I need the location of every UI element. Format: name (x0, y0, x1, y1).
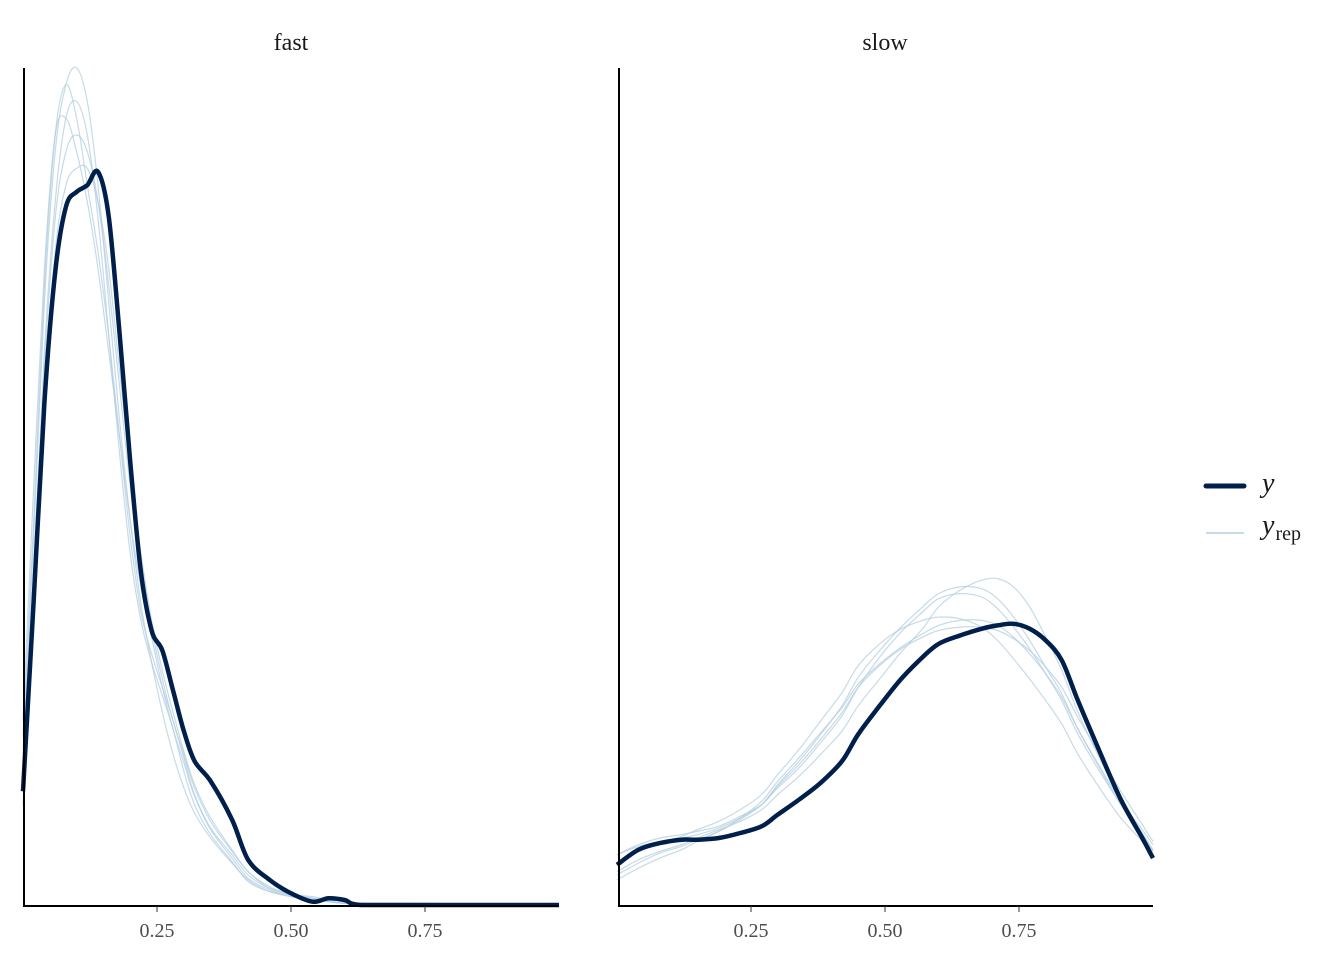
x-tick-label-fast-3: 0.75 (408, 920, 443, 942)
legend: y yrep (1203, 468, 1301, 545)
x-tick-label-slow-1: 0.25 (734, 920, 769, 942)
legend-label-yrep-subscript: rep (1275, 523, 1301, 545)
yrep-line-fast-4 (22, 99, 559, 906)
legend-label-yrep-main: y (1259, 510, 1275, 541)
y-line-fast (20, 168, 559, 908)
curves-slow (615, 577, 1155, 881)
x-tick-label-fast-2: 0.50 (274, 920, 309, 942)
yrep-line-fast-2 (22, 134, 559, 906)
yrep-line-slow-1 (616, 592, 1154, 856)
legend-label-y: y (1259, 468, 1275, 499)
x-tick-label-slow-3: 0.75 (1002, 920, 1037, 942)
yrep-line-slow-5 (616, 626, 1154, 856)
panel-title-slow: slow (862, 30, 908, 56)
x-tick-label-fast-1: 0.25 (140, 920, 175, 942)
yrep-line-slow-3 (616, 616, 1154, 864)
x-ticks-fast: 0.25 0.50 0.75 (140, 906, 443, 942)
yrep-line-fast-6 (22, 84, 559, 906)
yrep-line-slow-6 (616, 585, 1154, 876)
panel-fast: fast 0.25 0.50 0.75 (20, 30, 560, 942)
legend-label-yrep: yrep (1259, 510, 1301, 545)
curves-fast (20, 66, 560, 908)
x-ticks-slow: 0.25 0.50 0.75 (734, 906, 1037, 942)
x-tick-label-slow-2: 0.50 (868, 920, 903, 942)
y-line-slow (615, 621, 1155, 867)
panel-slow: slow 0.25 0.50 0.75 (615, 30, 1155, 942)
yrep-line-slow-4 (616, 577, 1154, 873)
panel-title-fast: fast (274, 30, 309, 56)
